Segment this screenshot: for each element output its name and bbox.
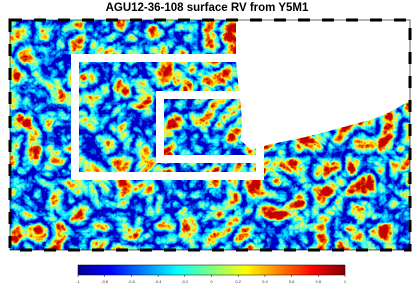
colorbar-tick-label: 0.6	[289, 279, 295, 284]
colorbar-tick-label: -0.8	[101, 279, 109, 284]
colorbar-tick-label: 0	[210, 279, 213, 284]
colorbar-tick-label: -0.2	[181, 279, 189, 284]
figure: AGU12-36-108 surface RV from Y5M1 -1 -0.8…	[0, 0, 414, 287]
colorbar-tick-label: -1	[76, 279, 80, 284]
page: AGU12-36-108 surface RV from Y5M1 -1 -0.8…	[0, 0, 414, 287]
colorbar-tick-label: -0.4	[155, 279, 163, 284]
colorbar-tick-label: 0.4	[262, 279, 268, 284]
colorbar-tick-label: 0.8	[316, 279, 322, 284]
title: AGU12-36-108 surface RV from Y5M1	[106, 2, 309, 14]
colorbar-tick-label: -0.6	[128, 279, 136, 284]
colorbar-tick-label: 0.2	[235, 279, 241, 284]
colorbar: -1 -0.8 -0.6 -0.4 -0.2 0 0.2 0.4 0.6 0.8 1	[76, 265, 347, 284]
map	[10, 20, 410, 250]
colorbar-tick-label: 1	[344, 279, 347, 284]
colorbar-scale	[78, 265, 345, 275]
